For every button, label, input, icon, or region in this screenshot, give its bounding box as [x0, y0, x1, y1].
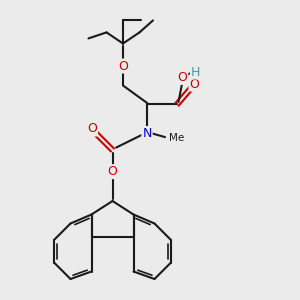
- Text: O: O: [87, 122, 97, 136]
- Text: O: O: [178, 71, 187, 84]
- Text: O: O: [118, 59, 128, 73]
- Text: O: O: [108, 165, 117, 178]
- Text: H: H: [191, 65, 200, 79]
- Text: N: N: [142, 127, 152, 140]
- Text: Me: Me: [169, 133, 184, 143]
- Text: O: O: [190, 77, 199, 91]
